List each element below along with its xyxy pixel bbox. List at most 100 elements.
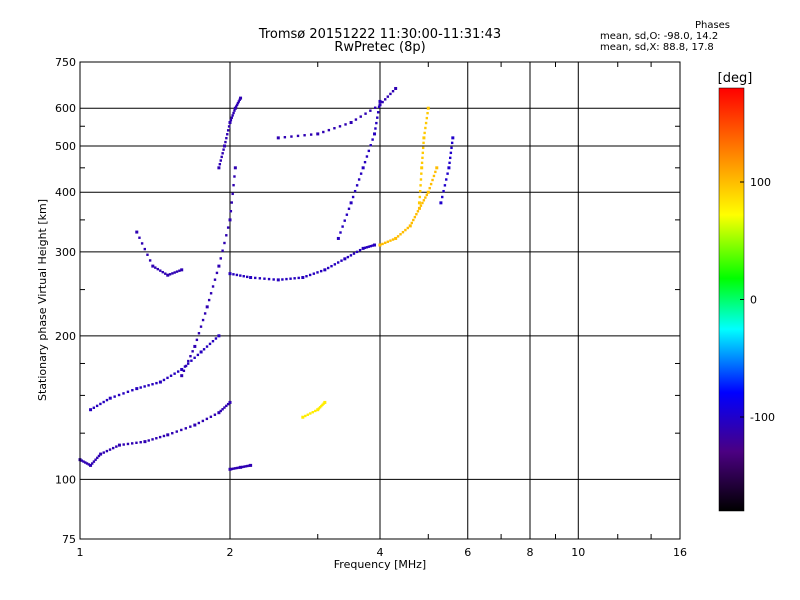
data-point [449, 151, 453, 155]
data-point [233, 106, 237, 110]
data-point [363, 246, 367, 250]
data-point [283, 136, 287, 139]
data-point [404, 228, 407, 232]
data-point [223, 241, 226, 245]
data-point [213, 278, 217, 281]
y-tick-label: 300 [55, 246, 76, 259]
data-point [161, 270, 164, 274]
data-point [349, 121, 353, 125]
data-point [175, 270, 179, 273]
phase-stats-o: mean, sd,O: -98.0, 14.2 [600, 31, 719, 42]
data-point [196, 353, 200, 357]
data-point [99, 452, 103, 456]
data-point [228, 272, 232, 276]
data-point [381, 100, 384, 104]
data-point [363, 160, 367, 164]
colorbar-tick-label: 0 [750, 294, 757, 307]
data-point [361, 166, 365, 170]
y-tick-label: 75 [62, 533, 76, 546]
data-point [241, 465, 244, 469]
data-point [428, 186, 431, 190]
data-point [184, 427, 188, 430]
data-point [343, 257, 347, 261]
data-point [423, 131, 426, 135]
data-point [258, 277, 262, 280]
data-point [347, 207, 351, 210]
data-point [373, 132, 377, 136]
data-point [138, 236, 141, 239]
data-point [189, 425, 192, 428]
data-point [187, 359, 190, 363]
y-tick-label: 100 [55, 473, 76, 486]
data-point [422, 141, 425, 145]
data-point [147, 439, 150, 442]
data-point [446, 172, 449, 175]
data-point [316, 271, 319, 274]
data-point [130, 442, 134, 445]
data-point [247, 464, 251, 467]
data-point [359, 115, 362, 118]
data-point [378, 103, 382, 107]
data-point [197, 421, 201, 425]
data-point [394, 236, 398, 240]
data-point [421, 201, 424, 205]
data-point [434, 170, 437, 174]
data-point [322, 130, 325, 134]
data-point [316, 132, 320, 136]
y-tick-label: 500 [55, 140, 76, 153]
data-point [197, 332, 201, 335]
data-point [139, 441, 142, 444]
data-point [408, 224, 412, 228]
data-point [351, 195, 355, 199]
data-point [173, 372, 176, 375]
data-point [89, 408, 93, 412]
data-point [314, 409, 317, 413]
data-point [431, 178, 434, 182]
data-point [169, 374, 173, 377]
data-point [180, 428, 183, 432]
data-point [91, 462, 94, 465]
data-point [232, 273, 235, 276]
data-point [330, 264, 333, 268]
data-point [182, 369, 186, 372]
data-point [226, 129, 230, 132]
y-tick-label: 400 [55, 186, 76, 199]
data-point [352, 252, 356, 255]
x-tick-label: 10 [571, 546, 585, 559]
data-point [386, 95, 390, 98]
data-point [419, 189, 422, 193]
plot-frame [79, 61, 681, 540]
data-point [290, 135, 293, 138]
data-point [230, 116, 233, 119]
data-point [419, 178, 423, 181]
data-point [146, 253, 149, 256]
data-point [389, 239, 392, 242]
data-point [281, 278, 284, 281]
data-point [205, 417, 209, 421]
data-point [426, 111, 429, 115]
data-point [111, 446, 115, 450]
data-point [420, 172, 423, 175]
data-point [221, 152, 224, 155]
data-point [377, 105, 381, 109]
data-point [239, 465, 243, 469]
data-point [242, 465, 246, 468]
data-point [296, 134, 300, 138]
colorbar-tick-label: 100 [750, 176, 771, 189]
x-tick-label: 6 [464, 546, 471, 559]
data-point [249, 463, 253, 467]
data-point [439, 201, 443, 205]
data-point [321, 403, 324, 407]
data-point [158, 380, 162, 384]
data-point [333, 263, 337, 266]
y-tick-label: 750 [55, 56, 76, 69]
data-point [164, 272, 167, 275]
data-point [242, 275, 245, 278]
data-point [231, 192, 234, 196]
data-point [222, 148, 225, 151]
data-point [254, 276, 257, 280]
data-point [346, 255, 350, 259]
data-point [95, 404, 99, 408]
data-point [419, 204, 423, 207]
